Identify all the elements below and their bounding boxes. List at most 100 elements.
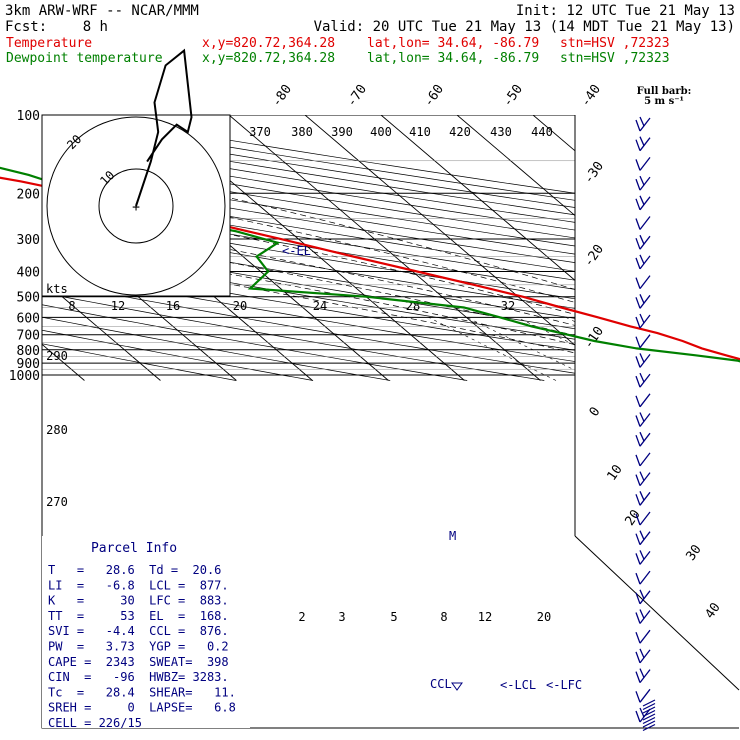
dewpoint-legend-latlon: lat,lon= 34.64, -86.79 bbox=[367, 51, 539, 66]
parcel-info-row: LI = -6.8 LCL = 877. bbox=[48, 578, 229, 592]
wind-barb-flag-icon bbox=[635, 415, 641, 427]
temperature-legend-latlon: lat,lon= 34.64, -86.79 bbox=[367, 36, 539, 51]
isotherm-label--60: -60 bbox=[421, 82, 447, 110]
pressure-label-600: 600 bbox=[17, 311, 40, 326]
dry-adiabat-line bbox=[42, 120, 237, 381]
wind-barb-icon bbox=[642, 709, 656, 718]
isotherm-line bbox=[373, 115, 693, 381]
isotherm-line bbox=[677, 115, 739, 381]
pressure-label-900: 900 bbox=[17, 357, 40, 372]
wind-barb-flag-icon bbox=[635, 356, 641, 368]
theta-label-440: 440 bbox=[531, 125, 553, 139]
wind-barb-flag-icon bbox=[635, 395, 641, 408]
isotherm-line bbox=[221, 115, 541, 381]
mixing-label-8: 8 bbox=[440, 610, 447, 624]
dewpoint-trace bbox=[0, 166, 740, 363]
mixing-ratio-line bbox=[428, 317, 557, 381]
wind-barb-flag-icon bbox=[639, 234, 645, 245]
forecast-label: Fcst: bbox=[5, 19, 47, 35]
hodograph-origin-icon: + bbox=[132, 200, 140, 215]
wind-barb-icon bbox=[639, 432, 651, 447]
wind-barb-icon bbox=[639, 255, 651, 270]
wind-barb-icon bbox=[639, 176, 651, 191]
theta-label-370: 370 bbox=[249, 125, 271, 139]
dry-adiabat-line bbox=[42, 120, 739, 381]
wind-barb-flag-icon bbox=[635, 297, 641, 309]
hodograph-units: kts bbox=[46, 282, 68, 296]
dry-adiabat-line bbox=[42, 120, 739, 381]
wind-barb-icon bbox=[639, 354, 651, 368]
theta-label-420: 420 bbox=[449, 125, 471, 139]
mixing-ratio-lines bbox=[428, 317, 739, 381]
mixing-label-20: 20 bbox=[537, 610, 551, 624]
wind-barb-flag-icon bbox=[639, 609, 645, 619]
wind-barb-flag-icon bbox=[639, 116, 645, 127]
valid-time: Valid: 20 UTC Tue 21 May 13 (14 MDT Tue … bbox=[314, 19, 735, 35]
temperature-trace bbox=[0, 176, 740, 361]
isotherm-label--70: -70 bbox=[344, 82, 370, 110]
theta-labels: 370 380 390 400 410 420 430 440 290 280 … bbox=[46, 125, 553, 509]
isotherm-line bbox=[0, 109, 8, 380]
init-time: Init: 12 UTC Tue 21 May 13 bbox=[516, 3, 735, 19]
model-title: 3km ARW-WRF -- NCAR/MMM bbox=[5, 3, 199, 19]
ccl-marker: CCL bbox=[430, 677, 452, 691]
wind-barb-flag-icon bbox=[639, 313, 645, 324]
wind-barb-flag-icon bbox=[635, 119, 641, 132]
wind-barbs bbox=[635, 116, 656, 732]
wind-barb-icon bbox=[639, 294, 651, 309]
pressure-label-1000: 1000 bbox=[9, 369, 40, 384]
wind-barb-icon bbox=[639, 570, 651, 585]
mixing-ratio-line bbox=[466, 317, 597, 381]
isotherm-label--50: -50 bbox=[500, 82, 526, 110]
isotherm-label--20: -20 bbox=[581, 242, 607, 270]
wind-barb-icon bbox=[642, 699, 656, 707]
wind-barb-icon bbox=[642, 716, 656, 725]
dry-adiabat-line bbox=[42, 120, 314, 381]
theta-label-380: 380 bbox=[291, 125, 313, 139]
isotherm-label--80: -80 bbox=[269, 82, 295, 110]
isotherm-label-30: 30 bbox=[683, 542, 704, 563]
pressure-label-200: 200 bbox=[17, 187, 40, 202]
dry-adiabat-line bbox=[42, 120, 739, 381]
wind-legend-units: 5 m s⁻¹ bbox=[644, 96, 684, 107]
wind-barb-icon bbox=[639, 452, 651, 467]
parcel-info-row: TT = 53 EL = 168. bbox=[48, 609, 229, 623]
inner-temp-label-32: 32 bbox=[501, 299, 515, 313]
pressure-label-100: 100 bbox=[17, 109, 40, 124]
parcel-info-row: CELL = 226/15 bbox=[48, 716, 142, 730]
temperature-legend-stn: stn=HSV ,72323 bbox=[560, 36, 670, 51]
wind-barb-icon bbox=[639, 393, 651, 408]
wind-barb-icon bbox=[642, 720, 656, 728]
wind-barb-flag-icon bbox=[635, 178, 641, 191]
inner-temp-label-12: 12 bbox=[111, 299, 125, 313]
mixing-label-3: 3 bbox=[338, 610, 345, 624]
mixing-label-2: 2 bbox=[298, 610, 305, 624]
wind-barb-flag-icon bbox=[635, 159, 641, 171]
wind-barb-flag-icon bbox=[635, 651, 641, 664]
el-marker: <-EL bbox=[282, 244, 311, 258]
wind-barb-flag-icon bbox=[635, 553, 641, 565]
wind-barb-flag-icon bbox=[635, 710, 641, 723]
parcel-info-row: SVI = -4.4 CCL = 876. bbox=[48, 624, 229, 638]
hodograph: 20 10 + kts bbox=[41, 48, 231, 297]
isotherm-line bbox=[525, 115, 739, 381]
mixing-label-5: 5 bbox=[390, 610, 397, 624]
wind-barb-icon bbox=[639, 590, 651, 605]
parcel-info-row: T = 28.6 Td = 20.6 bbox=[48, 563, 221, 577]
wind-barb-flag-icon bbox=[639, 195, 645, 206]
wind-barb-icon bbox=[639, 610, 651, 624]
wind-barb-flag-icon bbox=[639, 136, 645, 146]
dewpoint-legend-xy: x,y=820.72,364.28 bbox=[202, 51, 335, 66]
theta-label-430: 430 bbox=[490, 125, 512, 139]
wind-barb-icon bbox=[642, 723, 656, 732]
dry-adiabat-line bbox=[42, 120, 468, 381]
wind-barb-icon bbox=[639, 669, 651, 683]
pressure-label-400: 400 bbox=[17, 266, 40, 281]
wind-barb-icon bbox=[639, 472, 651, 486]
ccl-arrow-icon bbox=[451, 682, 463, 691]
wind-barb-flag-icon bbox=[635, 631, 641, 644]
lfc-marker: <-LFC bbox=[546, 678, 582, 692]
wind-barb-flag-icon bbox=[635, 612, 641, 624]
